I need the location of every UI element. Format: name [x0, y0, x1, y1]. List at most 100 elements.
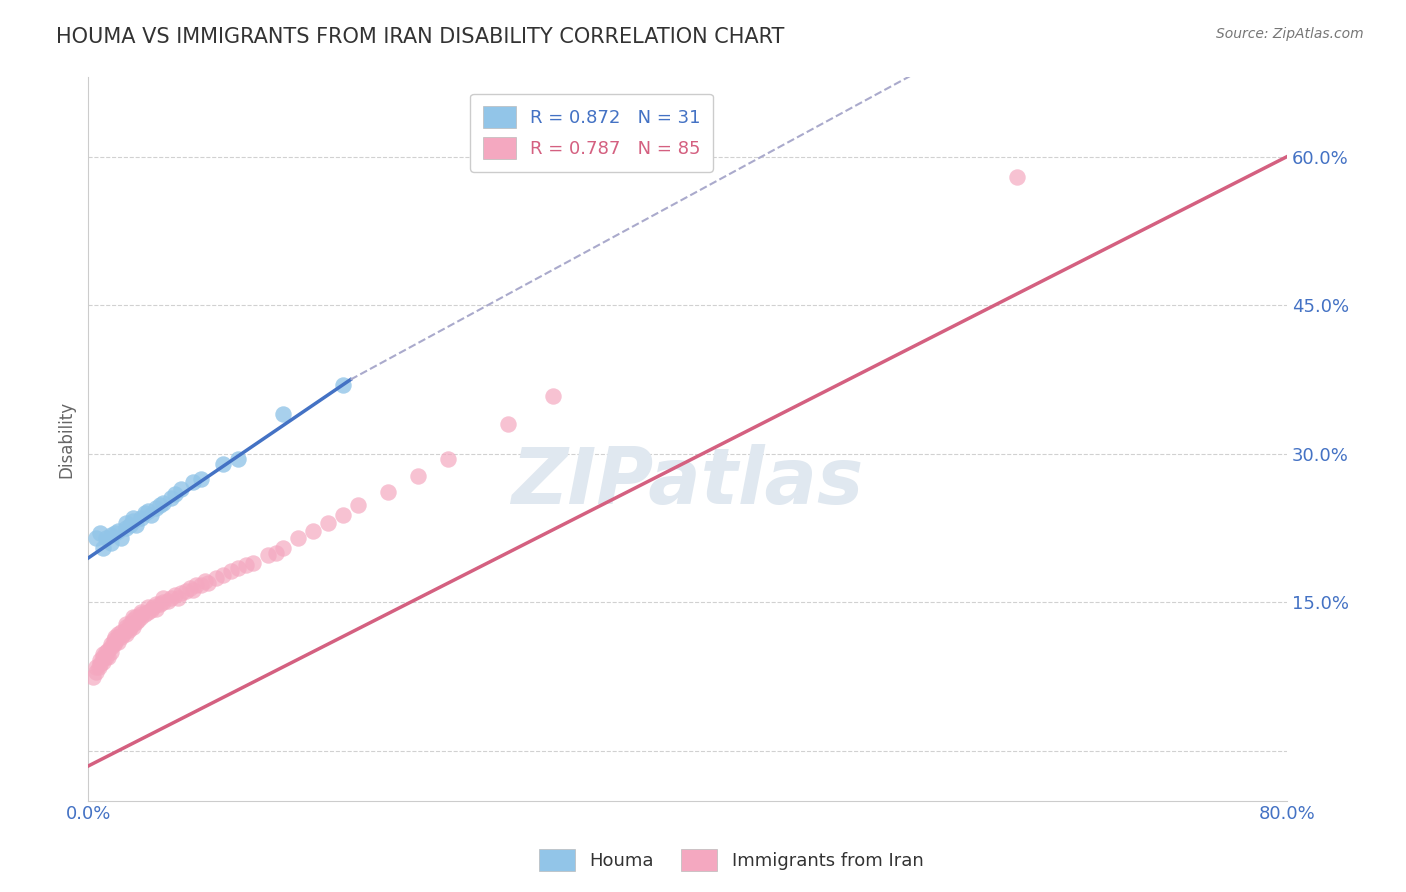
- Point: [82, 670, 104, 684]
- Point: [93, 650, 115, 665]
- Point: [145, 598, 167, 612]
- Point: [84, 665, 107, 679]
- Point: [84, 531, 107, 545]
- Point: [96, 650, 118, 665]
- Point: [159, 591, 181, 605]
- Point: [167, 591, 190, 605]
- Point: [264, 546, 287, 560]
- Point: [235, 558, 257, 572]
- Point: [134, 607, 156, 622]
- Point: [122, 613, 145, 627]
- Point: [152, 496, 174, 510]
- Point: [1005, 169, 1028, 184]
- Point: [145, 501, 167, 516]
- Point: [125, 518, 148, 533]
- Point: [170, 585, 193, 599]
- Point: [96, 531, 118, 545]
- Point: [100, 536, 122, 550]
- Point: [174, 583, 197, 598]
- Point: [271, 407, 294, 421]
- Point: [122, 620, 145, 634]
- Point: [87, 660, 110, 674]
- Point: [93, 655, 115, 669]
- Point: [141, 603, 163, 617]
- Point: [111, 627, 134, 641]
- Point: [127, 613, 149, 627]
- Point: [212, 567, 235, 582]
- Point: [93, 541, 115, 555]
- Point: [104, 526, 127, 541]
- Point: [152, 591, 174, 605]
- Point: [129, 606, 152, 620]
- Point: [149, 598, 172, 612]
- Point: [100, 528, 122, 542]
- Point: [134, 506, 156, 520]
- Point: [129, 511, 152, 525]
- Point: [377, 484, 399, 499]
- Point: [125, 610, 148, 624]
- Point: [347, 499, 370, 513]
- Point: [181, 582, 204, 597]
- Point: [118, 624, 141, 638]
- Point: [100, 645, 122, 659]
- Point: [190, 577, 212, 591]
- Point: [541, 389, 564, 403]
- Point: [194, 574, 217, 588]
- Point: [103, 637, 125, 651]
- Point: [129, 610, 152, 624]
- Point: [190, 472, 212, 486]
- Point: [204, 571, 226, 585]
- Point: [197, 575, 219, 590]
- Text: HOUMA VS IMMIGRANTS FROM IRAN DISABILITY CORRELATION CHART: HOUMA VS IMMIGRANTS FROM IRAN DISABILITY…: [56, 27, 785, 46]
- Point: [136, 606, 159, 620]
- Point: [93, 647, 115, 661]
- Point: [212, 457, 235, 471]
- Legend: R = 0.872   N = 31, R = 0.787   N = 85: R = 0.872 N = 31, R = 0.787 N = 85: [471, 94, 713, 172]
- Point: [129, 607, 152, 622]
- Point: [122, 610, 145, 624]
- Point: [165, 486, 187, 500]
- Point: [226, 561, 249, 575]
- Point: [170, 482, 193, 496]
- Point: [136, 504, 159, 518]
- Point: [114, 620, 136, 634]
- Point: [145, 602, 167, 616]
- Point: [181, 475, 204, 489]
- Point: [110, 531, 132, 545]
- Point: [149, 499, 172, 513]
- Point: [179, 581, 201, 595]
- Y-axis label: Disability: Disability: [58, 401, 75, 477]
- Point: [257, 548, 280, 562]
- Point: [100, 640, 122, 654]
- Point: [332, 377, 354, 392]
- Point: [107, 627, 129, 641]
- Point: [136, 600, 159, 615]
- Point: [107, 630, 129, 644]
- Text: ZIPatlas: ZIPatlas: [512, 444, 863, 520]
- Point: [120, 620, 142, 634]
- Legend: Houma, Immigrants from Iran: Houma, Immigrants from Iran: [531, 842, 931, 879]
- Point: [125, 615, 148, 630]
- Point: [84, 660, 107, 674]
- Point: [152, 595, 174, 609]
- Point: [141, 508, 163, 523]
- Point: [104, 635, 127, 649]
- Point: [97, 643, 120, 657]
- Point: [122, 511, 145, 525]
- Point: [122, 617, 145, 632]
- Point: [89, 657, 111, 671]
- Point: [496, 417, 519, 432]
- Point: [302, 524, 325, 538]
- Point: [114, 624, 136, 638]
- Point: [107, 524, 129, 538]
- Point: [103, 633, 125, 648]
- Point: [110, 630, 132, 644]
- Point: [332, 508, 354, 523]
- Point: [114, 521, 136, 535]
- Point: [114, 516, 136, 531]
- Point: [316, 516, 339, 531]
- Text: Source: ZipAtlas.com: Source: ZipAtlas.com: [1216, 27, 1364, 41]
- Point: [271, 541, 294, 555]
- Point: [96, 645, 118, 659]
- Point: [156, 593, 179, 607]
